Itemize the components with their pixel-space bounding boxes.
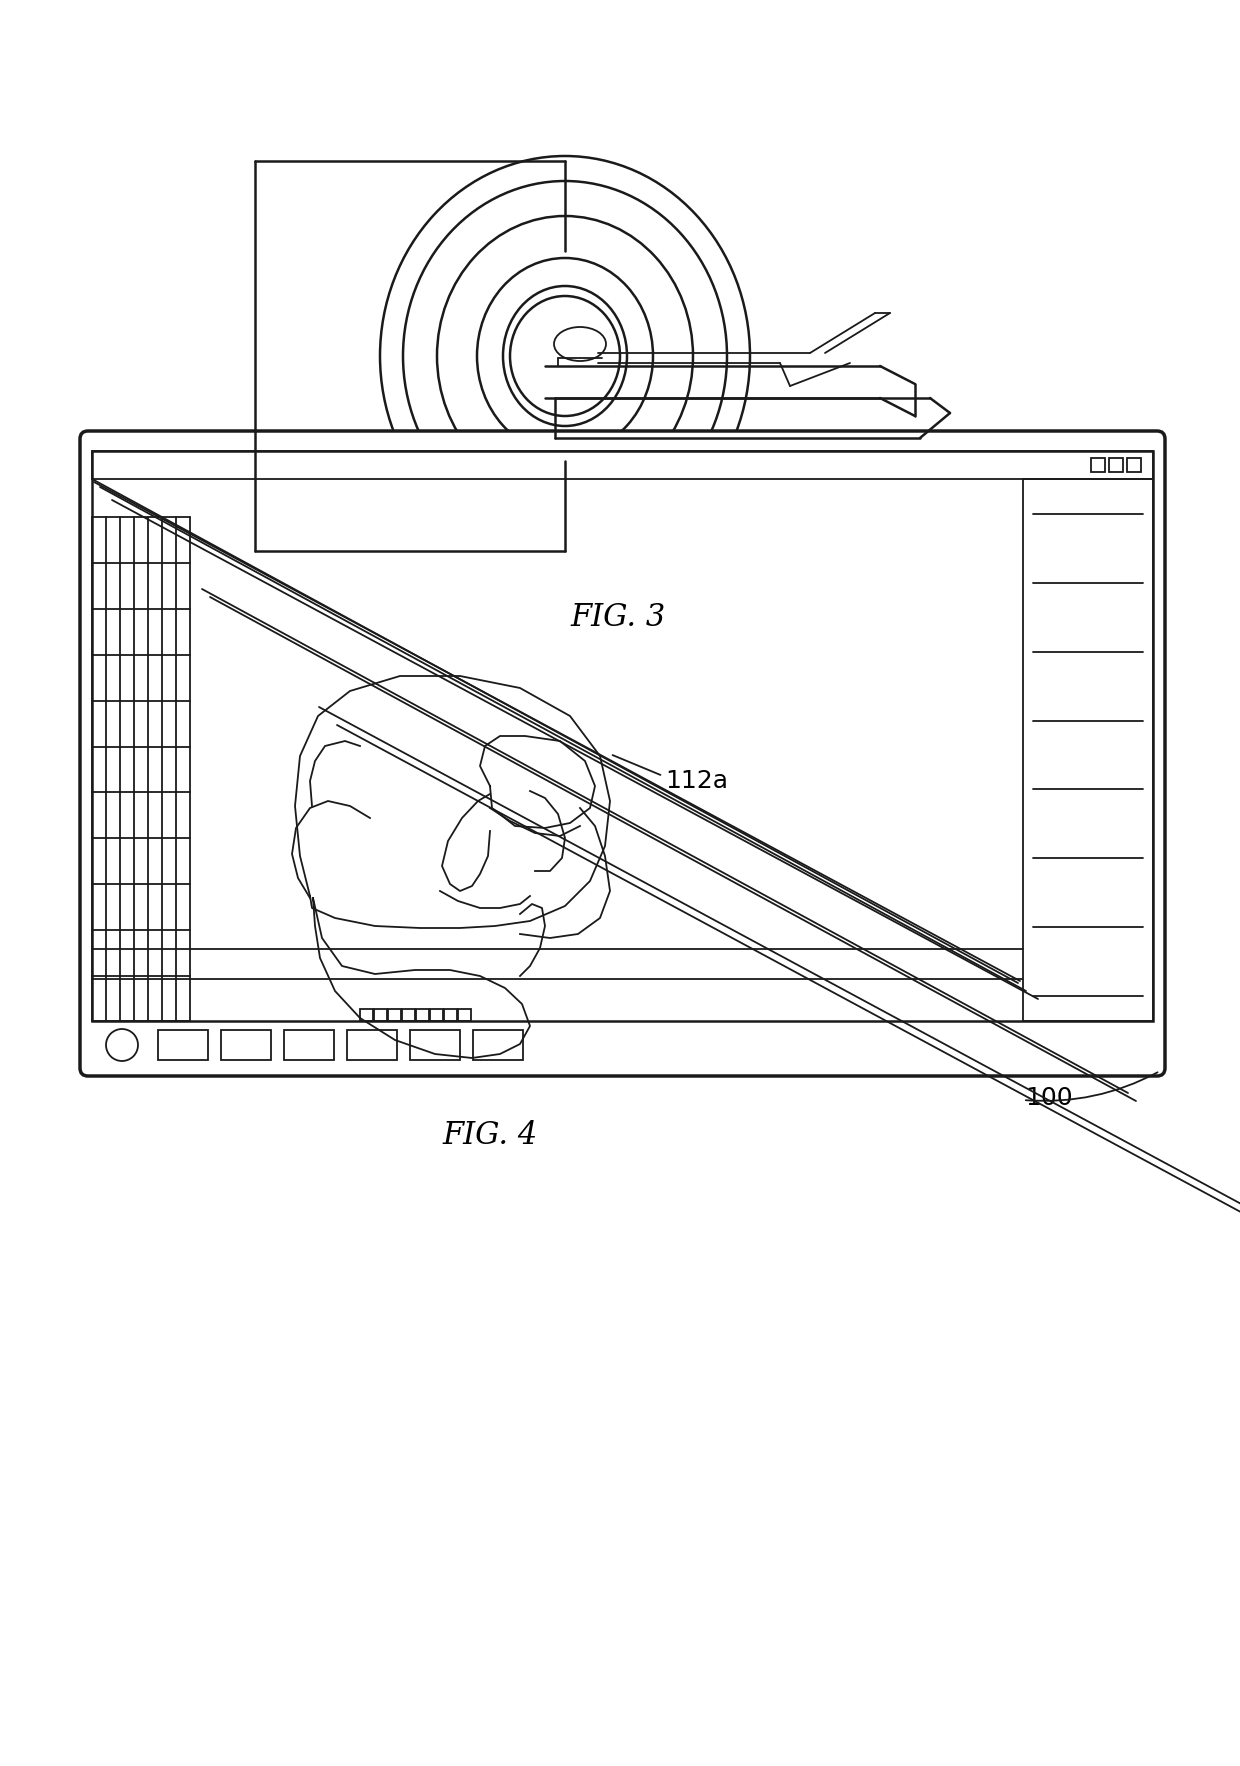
Bar [430,1008,443,1021]
Bar [472,1030,523,1060]
Bar [580,528,915,544]
Bar [625,438,665,528]
Bar [458,1008,471,1021]
Ellipse shape [510,297,620,417]
Bar [284,1030,334,1060]
FancyBboxPatch shape [81,431,1166,1075]
Bar [415,1008,429,1021]
Bar [1091,457,1105,472]
Bar [250,551,570,630]
Bar [347,1030,397,1060]
Bar [221,1030,272,1060]
Bar [410,1030,460,1060]
Text: FIG. 3: FIG. 3 [570,602,666,634]
Bar [374,1008,387,1021]
Bar [1109,457,1123,472]
Bar [830,438,870,528]
Text: FIG. 4: FIG. 4 [443,1120,538,1151]
Bar [1023,479,1153,1021]
Bar [402,1008,415,1021]
Text: 112a: 112a [665,768,728,793]
Text: 100: 100 [1025,1086,1073,1111]
Bar [92,450,1153,1021]
Bar [92,450,1153,479]
Bar [1127,457,1141,472]
Bar [388,1008,401,1021]
Bar [444,1008,458,1021]
Bar [157,1030,208,1060]
Bar [360,1008,373,1021]
